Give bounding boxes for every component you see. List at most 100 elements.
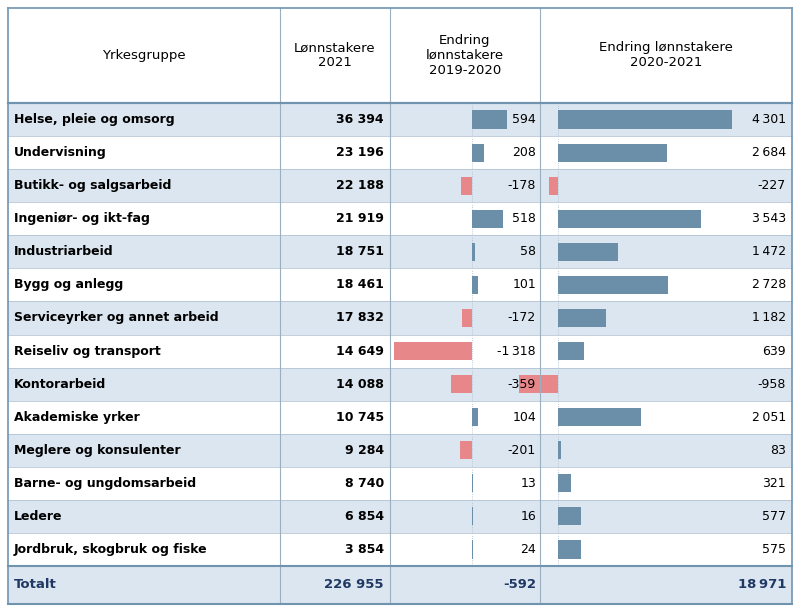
Bar (558, 110, 732, 129)
Bar (472, 276, 478, 294)
Bar (394, 342, 472, 360)
Text: Meglere og konsulenter: Meglere og konsulenter (14, 444, 181, 457)
Bar (450, 375, 472, 393)
Text: 9 284: 9 284 (345, 444, 384, 457)
Bar (558, 540, 582, 559)
Text: 575: 575 (762, 543, 786, 556)
Bar (558, 309, 606, 327)
Bar (462, 309, 472, 327)
Text: 16: 16 (520, 510, 536, 523)
Text: 36 394: 36 394 (336, 113, 384, 126)
Bar (8, 533, 792, 566)
Text: Totalt: Totalt (14, 578, 57, 592)
Text: 208: 208 (512, 146, 536, 159)
Bar (8, 235, 792, 268)
Text: Bygg og anlegg: Bygg og anlegg (14, 278, 123, 291)
Text: -172: -172 (508, 312, 536, 324)
Bar (558, 474, 571, 493)
Bar (519, 375, 558, 393)
Text: 18 751: 18 751 (336, 245, 384, 258)
Text: 3 854: 3 854 (345, 543, 384, 556)
Text: Ledere: Ledere (14, 510, 62, 523)
Text: 2 684: 2 684 (752, 146, 786, 159)
Text: 2 728: 2 728 (752, 278, 786, 291)
Text: Jordbruk, skogbruk og fiske: Jordbruk, skogbruk og fiske (14, 543, 208, 556)
Bar (558, 143, 666, 162)
Text: -178: -178 (508, 179, 536, 192)
Text: Butikk- og salgsarbeid: Butikk- og salgsarbeid (14, 179, 171, 192)
Text: 83: 83 (770, 444, 786, 457)
Text: 4 301: 4 301 (752, 113, 786, 126)
Bar (558, 342, 584, 360)
Text: -359: -359 (508, 378, 536, 390)
Text: 24: 24 (520, 543, 536, 556)
Bar (558, 276, 668, 294)
Text: 2 051: 2 051 (752, 411, 786, 424)
Text: Barne- og ungdomsarbeid: Barne- og ungdomsarbeid (14, 477, 196, 490)
Bar (8, 566, 792, 604)
Text: 22 188: 22 188 (336, 179, 384, 192)
Text: 13: 13 (520, 477, 536, 490)
Bar (558, 507, 582, 526)
Bar (8, 302, 792, 335)
Bar (558, 408, 641, 427)
Bar (472, 540, 474, 559)
Text: 1 472: 1 472 (752, 245, 786, 258)
Bar (472, 110, 507, 129)
Text: 101: 101 (512, 278, 536, 291)
Bar (472, 243, 475, 261)
Text: 321: 321 (762, 477, 786, 490)
Text: 6 854: 6 854 (345, 510, 384, 523)
Bar (8, 202, 792, 235)
Bar (8, 169, 792, 202)
Bar (472, 507, 473, 526)
Text: 14 088: 14 088 (336, 378, 384, 390)
Text: 18 461: 18 461 (336, 278, 384, 291)
Text: -958: -958 (758, 378, 786, 390)
Text: 17 832: 17 832 (336, 312, 384, 324)
Text: 226 955: 226 955 (325, 578, 384, 592)
Bar (472, 143, 484, 162)
Text: 10 745: 10 745 (336, 411, 384, 424)
Text: 58: 58 (520, 245, 536, 258)
Bar (8, 335, 792, 368)
Text: 1 182: 1 182 (752, 312, 786, 324)
Text: Kontorarbeid: Kontorarbeid (14, 378, 106, 390)
Text: 18 971: 18 971 (738, 578, 786, 592)
Text: 594: 594 (512, 113, 536, 126)
Text: Ingeniør- og ikt-fag: Ingeniør- og ikt-fag (14, 212, 150, 225)
Text: 14 649: 14 649 (336, 345, 384, 357)
Text: Serviceyrker og annet arbeid: Serviceyrker og annet arbeid (14, 312, 218, 324)
Bar (460, 441, 472, 460)
Bar (558, 441, 562, 460)
Bar (472, 408, 478, 427)
Text: Industriarbeid: Industriarbeid (14, 245, 114, 258)
Text: -1 318: -1 318 (498, 345, 536, 357)
Text: 518: 518 (512, 212, 536, 225)
Text: Endring
lønnstakere
2019-2020: Endring lønnstakere 2019-2020 (426, 34, 504, 77)
Text: -592: -592 (503, 578, 536, 592)
Bar (8, 136, 792, 169)
Bar (8, 467, 792, 500)
Bar (8, 268, 792, 302)
Text: 23 196: 23 196 (336, 146, 384, 159)
Text: Yrkesgruppe: Yrkesgruppe (102, 49, 186, 62)
Text: Lønnstakere
2021: Lønnstakere 2021 (294, 42, 376, 70)
Bar (549, 177, 558, 195)
Text: -201: -201 (508, 444, 536, 457)
Bar (462, 177, 472, 195)
Bar (558, 210, 702, 228)
Text: 639: 639 (762, 345, 786, 357)
Bar (8, 434, 792, 467)
Text: 8 740: 8 740 (345, 477, 384, 490)
Bar (8, 500, 792, 533)
Text: 21 919: 21 919 (336, 212, 384, 225)
Text: Endring lønnstakere
2020-2021: Endring lønnstakere 2020-2021 (599, 42, 733, 70)
Bar (8, 368, 792, 401)
Bar (558, 243, 618, 261)
Text: Reiseliv og transport: Reiseliv og transport (14, 345, 161, 357)
Text: -227: -227 (758, 179, 786, 192)
Bar (8, 103, 792, 136)
Text: 3 543: 3 543 (752, 212, 786, 225)
Bar (472, 210, 502, 228)
